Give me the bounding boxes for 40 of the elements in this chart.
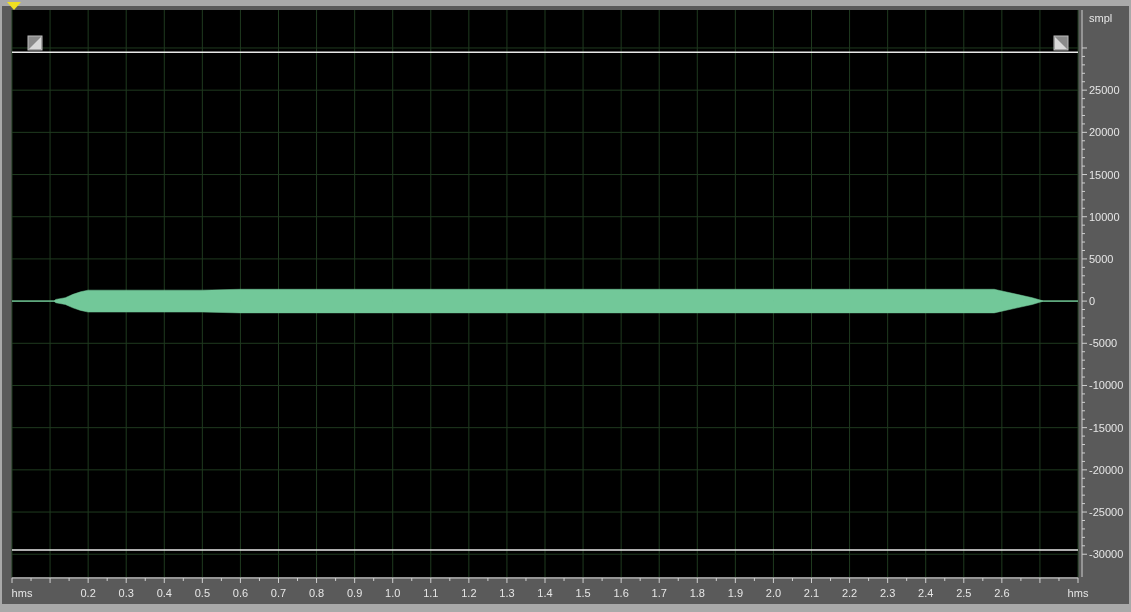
x-tick-label: 2.6 [994, 587, 1010, 599]
x-tick-label: hms [1067, 587, 1089, 599]
x-tick-label: 1.7 [651, 587, 667, 599]
x-tick-label: 1.1 [423, 587, 439, 599]
x-tick-label: 0.4 [156, 587, 172, 599]
x-tick-label: 2.2 [841, 587, 858, 599]
y-tick-label: 0 [1089, 295, 1096, 308]
x-tick-label: 2.5 [956, 587, 972, 599]
y-tick-label: -30000 [1089, 548, 1124, 561]
x-tick-label: 0.3 [118, 587, 134, 599]
y-tick-label: -25000 [1089, 506, 1124, 519]
x-tick-label: 1.6 [613, 587, 629, 599]
x-tick-label: 2.0 [765, 587, 782, 599]
y-tick-label: 20000 [1089, 126, 1120, 139]
x-tick-label: 1.2 [461, 587, 477, 599]
x-tick-label: 0.5 [194, 587, 211, 599]
y-tick-label: 15000 [1089, 168, 1120, 181]
x-tick-label: 1.9 [727, 587, 744, 599]
x-tick-label: hms [11, 587, 33, 599]
x-tick-label: 2.4 [918, 587, 934, 599]
x-tick-label: 0.8 [308, 587, 325, 599]
y-tick-label: 25000 [1089, 84, 1120, 97]
y-tick-label: 5000 [1089, 252, 1114, 265]
x-tick-label: 0.7 [270, 587, 287, 599]
y-tick-label: -20000 [1089, 463, 1124, 476]
x-tick-label: 1.5 [575, 587, 591, 599]
x-tick-label: 0.9 [346, 587, 363, 599]
x-tick-label: 2.1 [803, 587, 820, 599]
y-tick-label: 10000 [1089, 210, 1120, 223]
y-axis-title: smpl [1089, 12, 1113, 24]
y-tick-label: -5000 [1089, 337, 1118, 350]
y-tick-label: -15000 [1089, 421, 1124, 434]
x-tick-label: 1.4 [537, 587, 553, 599]
x-tick-label: 2.3 [879, 587, 896, 599]
x-tick-label: 0.2 [80, 587, 96, 599]
x-tick-label: 0.6 [232, 587, 249, 599]
x-tick-label: 1.3 [499, 587, 515, 599]
y-tick-label: -10000 [1089, 379, 1124, 392]
x-tick-label: 1.8 [689, 587, 705, 599]
x-tick-label: 1.0 [385, 587, 401, 599]
